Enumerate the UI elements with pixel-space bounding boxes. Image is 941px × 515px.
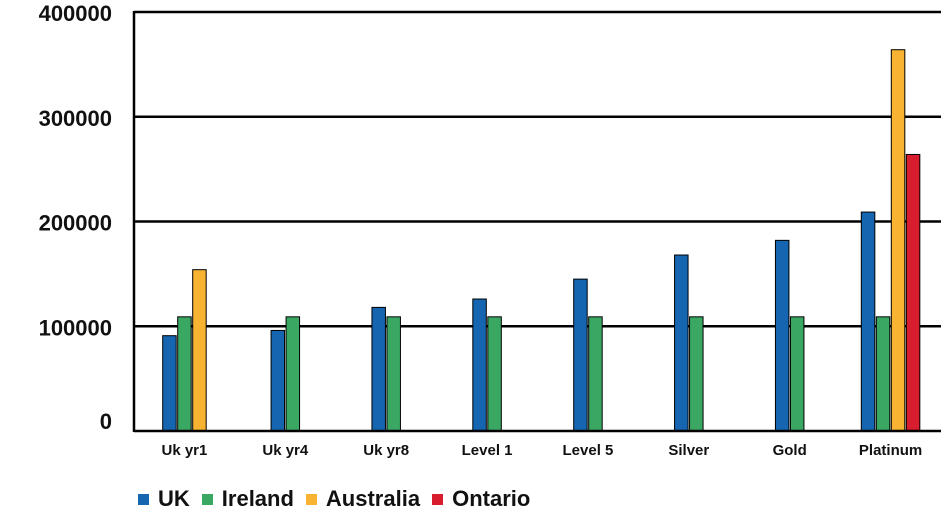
- legend-item: Australia: [305, 486, 421, 512]
- grid-lines: [134, 10, 941, 328]
- bar-australia: [890, 49, 906, 432]
- bar-ireland: [285, 316, 301, 432]
- legend-swatch: [305, 493, 317, 505]
- y-tick-labels: 0 100000 200000 300000 400000: [39, 1, 112, 434]
- legend-swatch: [432, 493, 444, 505]
- legend-label: Australia: [325, 486, 421, 511]
- bar-australia: [192, 269, 207, 432]
- bar-ontario: [905, 153, 921, 432]
- legend: UK Ireland Australia Ontario: [138, 486, 542, 512]
- y-tick-label: 400000: [39, 1, 112, 26]
- bar-uk: [472, 298, 487, 432]
- x-tick-label: Platinum: [859, 442, 922, 459]
- legend-label: UK: [158, 486, 190, 511]
- y-tick-label: 100000: [39, 315, 112, 340]
- bar-uk: [674, 254, 689, 432]
- legend-item: Ontario: [432, 486, 530, 512]
- legend-item: UK: [138, 486, 190, 512]
- bar-uk: [573, 278, 588, 432]
- x-tick-labels: Uk yr1 Uk yr4 Uk yr8 Level 1 Level 5 Silver Go…: [162, 442, 923, 459]
- bar-ireland: [177, 316, 192, 432]
- bars: [162, 49, 921, 432]
- bar-uk: [774, 239, 790, 432]
- legend-item: Ireland: [201, 486, 294, 512]
- x-tick-label: Uk yr8: [363, 442, 409, 459]
- x-tick-label: Gold: [773, 442, 807, 459]
- bar-ireland: [386, 316, 401, 432]
- axes: [132, 11, 941, 433]
- bar-ireland: [789, 316, 805, 432]
- legend-swatch: [201, 493, 213, 505]
- x-tick-label: Level 1: [462, 442, 513, 459]
- x-tick-label: Level 5: [563, 442, 614, 459]
- legend-label: Ireland: [221, 486, 294, 511]
- bar-ireland: [588, 316, 603, 432]
- y-tick-label: 300000: [39, 106, 112, 131]
- bar-ireland: [689, 316, 704, 432]
- y-tick-label: 200000: [39, 211, 112, 236]
- legend-label: Ontario: [452, 486, 531, 511]
- x-tick-label: Silver: [668, 442, 709, 459]
- bar-uk: [371, 306, 386, 432]
- legend-swatch: [138, 493, 149, 505]
- bar-ireland: [875, 316, 891, 432]
- bar-uk: [162, 335, 177, 432]
- x-tick-label: Uk yr1: [162, 442, 208, 459]
- bar-uk: [270, 329, 286, 432]
- x-tick-label: Uk yr4: [262, 442, 309, 459]
- y-tick-label: 0: [100, 409, 112, 434]
- bar-ireland: [487, 316, 502, 432]
- bar-uk: [860, 211, 876, 432]
